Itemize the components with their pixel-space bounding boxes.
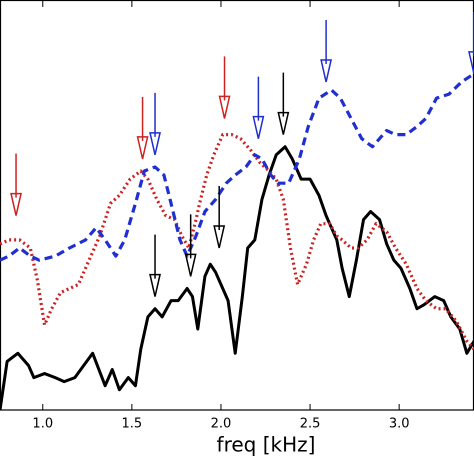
arrow-head (149, 132, 161, 156)
x-tick-label: 2.0 (211, 417, 232, 432)
arrow-head (136, 136, 149, 160)
arrow-head (10, 192, 22, 216)
series-line (0, 72, 474, 262)
x-tick-label: 1.5 (122, 417, 143, 432)
series-line (0, 145, 474, 411)
series-line (0, 133, 474, 351)
arrow-head (149, 273, 161, 297)
x-tick-label: 2.5 (300, 417, 321, 432)
x-tick-label: 1.0 (32, 417, 53, 432)
arrow-head (468, 51, 474, 75)
x-axis-label: freq [kHz] (217, 433, 316, 457)
arrow-head (320, 59, 333, 83)
arrow-head (277, 111, 290, 135)
x-tick-label: 3.0 (389, 417, 410, 432)
arrow-head (252, 115, 265, 139)
arrow-head (184, 253, 197, 277)
arrow-head (218, 95, 231, 119)
arrow-head (213, 225, 226, 249)
